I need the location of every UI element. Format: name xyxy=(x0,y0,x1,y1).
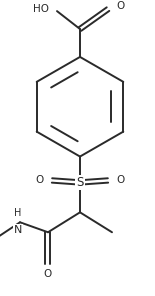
Text: HO: HO xyxy=(33,4,49,14)
Text: O: O xyxy=(36,176,44,186)
Text: O: O xyxy=(116,176,124,186)
Text: S: S xyxy=(76,176,84,189)
Text: O: O xyxy=(116,1,124,11)
Text: H: H xyxy=(14,208,22,218)
Text: O: O xyxy=(44,269,52,279)
Text: N: N xyxy=(14,225,22,235)
